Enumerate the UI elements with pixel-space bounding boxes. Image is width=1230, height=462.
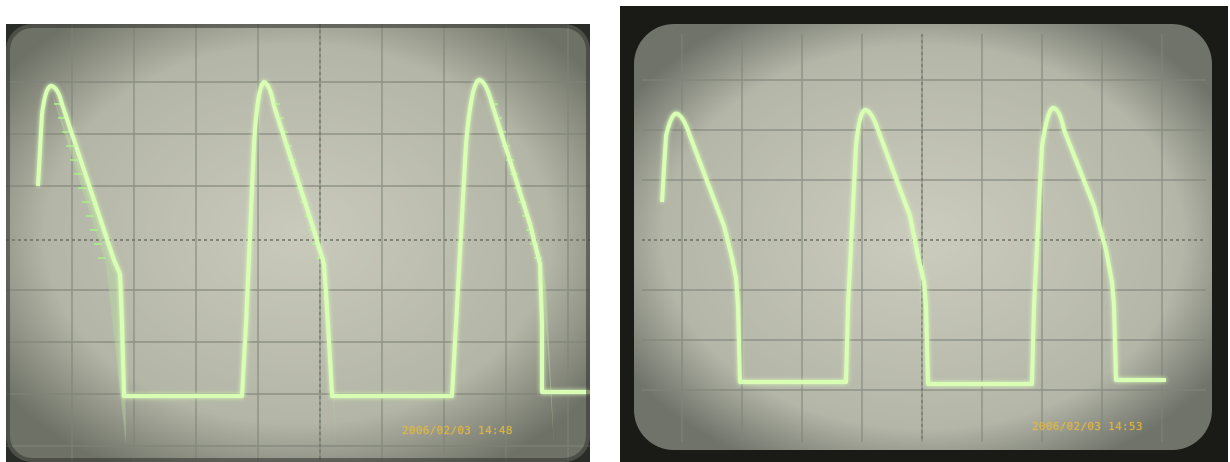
waveform-trace [660, 106, 1166, 386]
oscilloscope-screen-left [6, 24, 590, 462]
oscilloscope-photo-left: 2006/02/03 14:48 [6, 24, 590, 462]
date-stamp: 2006/02/03 14:48 [402, 424, 513, 437]
waveform-trace [36, 78, 590, 398]
oscilloscope-screen-right [620, 6, 1228, 462]
oscilloscope-photo-right: 2006/02/03 14:53 [620, 6, 1228, 462]
ringing-fill [50, 88, 554, 444]
date-stamp: 2006/02/03 14:53 [1032, 420, 1143, 433]
screen-surface [634, 24, 1212, 450]
screen-surface [6, 24, 590, 462]
